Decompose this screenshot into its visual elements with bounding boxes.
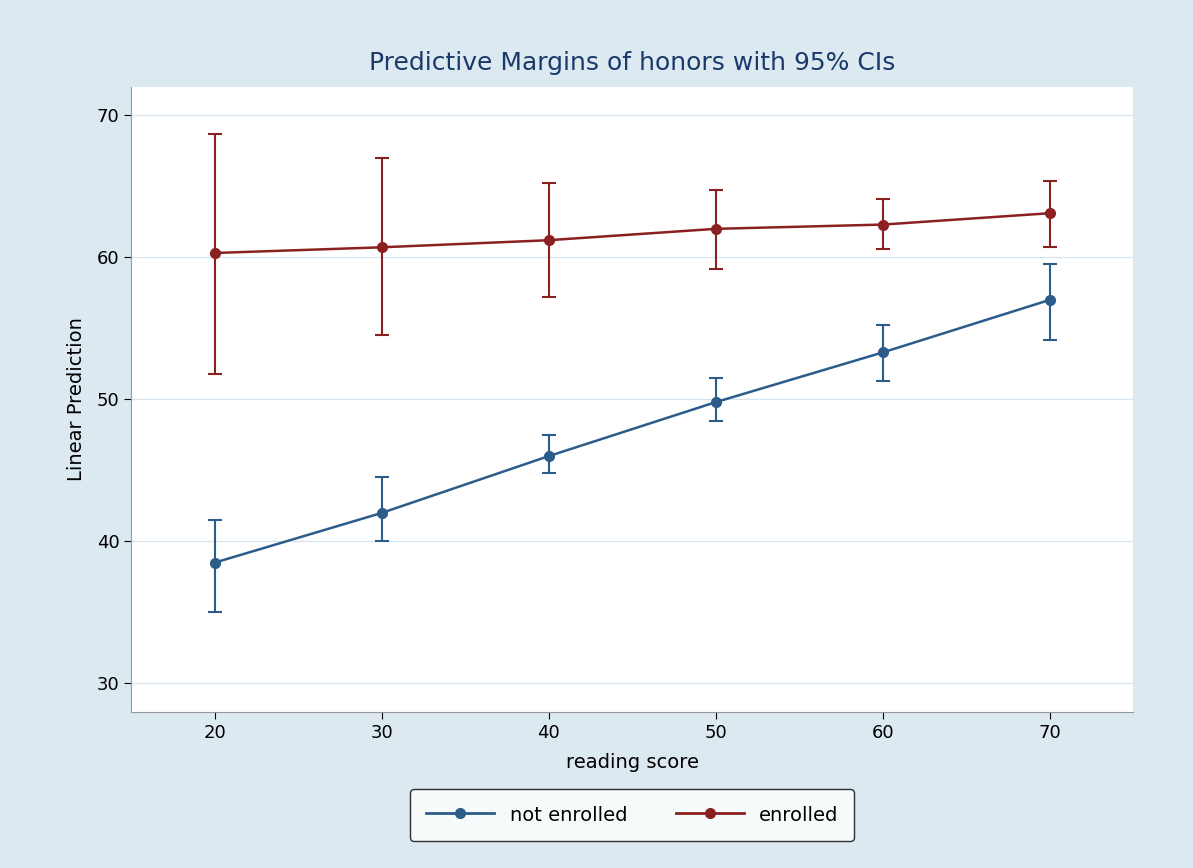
- Legend: not enrolled, enrolled: not enrolled, enrolled: [410, 789, 854, 841]
- X-axis label: reading score: reading score: [565, 753, 699, 772]
- Y-axis label: Linear Prediction: Linear Prediction: [67, 318, 86, 481]
- Title: Predictive Margins of honors with 95% CIs: Predictive Margins of honors with 95% CI…: [369, 51, 896, 76]
